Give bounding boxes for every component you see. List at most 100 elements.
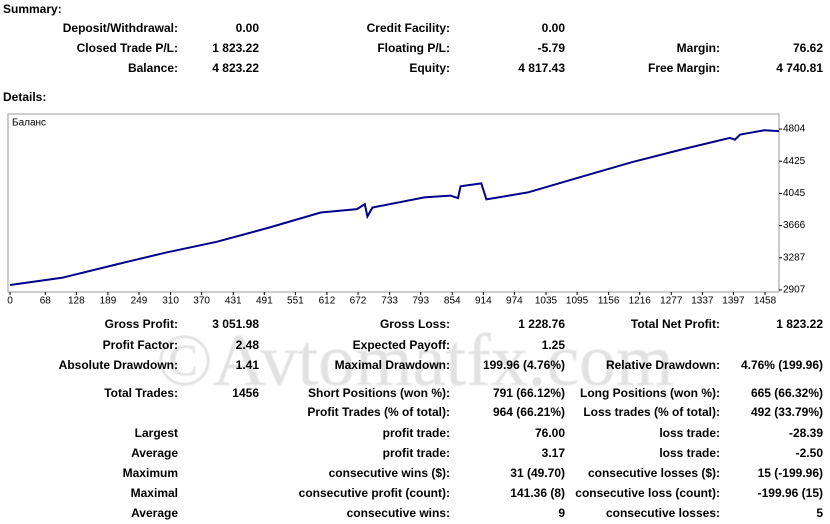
- x-tick-label: 672: [350, 296, 367, 307]
- field-value: 76.00: [535, 426, 565, 440]
- field-label: Maximal: [131, 486, 178, 500]
- field-label: Maximal Drawdown:: [335, 358, 450, 372]
- x-tick-label: 1458: [754, 296, 777, 307]
- field-label: Balance:: [128, 61, 178, 75]
- field-value: 76.62: [793, 41, 823, 55]
- x-tick-label: 974: [506, 296, 523, 307]
- field-label: consecutive wins ($):: [329, 466, 450, 480]
- field-value: 4 740.81: [776, 61, 823, 75]
- x-tick-label: 551: [287, 296, 304, 307]
- y-tick-label: 3666: [783, 220, 806, 231]
- y-tick-label: 4804: [783, 124, 806, 135]
- field-label: consecutive loss (count):: [575, 486, 720, 500]
- field-label: Free Margin:: [648, 61, 720, 75]
- x-tick-label: 1156: [598, 296, 620, 307]
- section-title: Summary:: [3, 2, 62, 16]
- field-value: 665 (66.32%): [751, 386, 823, 400]
- field-label: Absolute Drawdown:: [59, 358, 178, 372]
- field-value: 964 (66.21%): [493, 405, 565, 419]
- field-label: Total Trades:: [104, 386, 178, 400]
- x-tick-label: 1035: [535, 296, 558, 307]
- x-tick-label: 310: [162, 296, 179, 307]
- field-label: loss trade:: [659, 426, 720, 440]
- y-tick-label: 4425: [783, 156, 806, 167]
- field-value: 1 228.76: [518, 317, 565, 331]
- section-title: Details:: [3, 90, 46, 104]
- field-label: Expected Payoff:: [353, 338, 450, 352]
- x-tick-label: 1337: [691, 296, 714, 307]
- x-tick-label: 370: [193, 296, 210, 307]
- y-tick-label: 2907: [783, 285, 806, 296]
- field-value: 1 823.22: [212, 41, 259, 55]
- legend-label: Баланс: [12, 118, 46, 129]
- field-label: profit trade:: [383, 446, 450, 460]
- x-tick-label: 68: [40, 296, 52, 307]
- field-label: Relative Drawdown:: [606, 358, 720, 372]
- field-label: loss trade:: [659, 446, 720, 460]
- field-label: Profit Trades (% of total):: [307, 405, 450, 419]
- field-value: 4 823.22: [212, 61, 259, 75]
- watermark: ©Avtomatfx.com: [156, 320, 673, 402]
- field-label: Short Positions (won %):: [308, 386, 450, 400]
- x-tick-label: 1277: [660, 296, 683, 307]
- field-value: -5.79: [538, 41, 566, 55]
- x-tick-label: 431: [225, 296, 242, 307]
- field-value: 141.36 (8): [510, 486, 565, 500]
- x-tick-label: 1216: [629, 296, 652, 307]
- field-value: 791 (66.12%): [493, 386, 565, 400]
- field-label: consecutive profit (count):: [299, 486, 450, 500]
- field-value: 1456: [232, 386, 259, 400]
- y-tick-label: 3287: [783, 252, 806, 263]
- x-tick-label: 612: [319, 296, 336, 307]
- field-label: Profit Factor:: [103, 338, 178, 352]
- field-label: consecutive wins:: [347, 506, 450, 520]
- field-label: Gross Profit:: [105, 317, 178, 331]
- x-tick-label: 733: [381, 296, 398, 307]
- field-value: 1.25: [542, 338, 566, 352]
- field-label: Maximum: [123, 466, 178, 480]
- field-label: consecutive losses ($):: [588, 466, 720, 480]
- x-tick-label: 0: [7, 296, 13, 307]
- field-label: Floating P/L:: [377, 41, 450, 55]
- x-tick-label: 189: [100, 296, 117, 307]
- x-tick-label: 793: [412, 296, 429, 307]
- field-value: 2.48: [236, 338, 260, 352]
- field-value: 492 (33.79%): [751, 405, 823, 419]
- field-label: Gross Loss:: [380, 317, 450, 331]
- field-value: 4 817.43: [518, 61, 565, 75]
- field-value: 1 823.22: [776, 317, 823, 331]
- field-label: Average: [131, 506, 178, 520]
- field-value: 31 (49.70): [510, 466, 565, 480]
- field-label: Average: [131, 446, 178, 460]
- field-label: Deposit/Withdrawal:: [63, 21, 178, 35]
- x-tick-label: 249: [131, 296, 148, 307]
- field-value: 0.00: [236, 21, 260, 35]
- field-value: -199.96 (15): [758, 486, 823, 500]
- x-tick-label: 854: [444, 296, 461, 307]
- field-label: Total Net Profit:: [631, 317, 720, 331]
- x-tick-label: 1397: [722, 296, 745, 307]
- x-tick-label: 491: [256, 296, 273, 307]
- field-value: 0.00: [542, 21, 566, 35]
- field-label: Loss trades (% of total):: [583, 405, 720, 419]
- field-label: Equity:: [409, 61, 450, 75]
- y-tick-label: 4045: [783, 188, 806, 199]
- field-value: 4.76% (199.96): [741, 358, 823, 372]
- x-tick-label: 128: [68, 296, 85, 307]
- field-label: Long Positions (won %):: [580, 386, 720, 400]
- field-value: 199.96 (4.76%): [483, 358, 565, 372]
- field-value: 15 (-199.96): [758, 466, 823, 480]
- x-tick-label: 1095: [566, 296, 589, 307]
- field-value: 5: [816, 506, 823, 520]
- field-label: profit trade:: [383, 426, 450, 440]
- field-value: 3.17: [542, 446, 566, 460]
- field-label: Credit Facility:: [367, 21, 450, 35]
- field-value: 1.41: [236, 358, 260, 372]
- field-value: 9: [558, 506, 565, 520]
- balance-line: [9, 129, 780, 286]
- x-tick-label: 914: [475, 296, 492, 307]
- field-value: 3 051.98: [212, 317, 259, 331]
- field-value: -28.39: [789, 426, 823, 440]
- field-label: consecutive losses:: [606, 506, 720, 520]
